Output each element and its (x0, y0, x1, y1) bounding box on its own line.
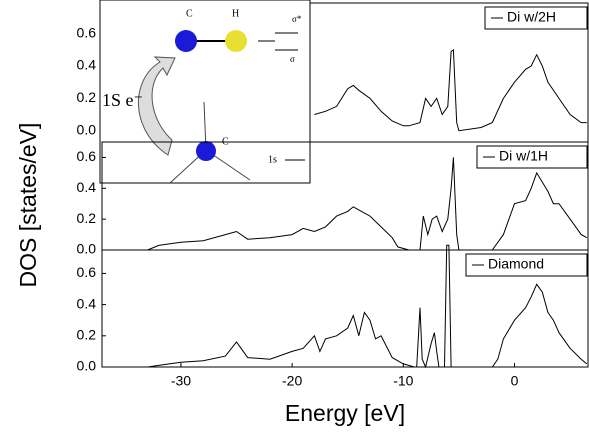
panel: 0.0 0.2 0.4 0.6 -30 -20 -10 0 (77, 244, 589, 389)
plot-frame (101, 249, 589, 368)
carbon-atom (196, 141, 216, 161)
legend-box (484, 6, 588, 30)
y-tick-label: 0.6 (77, 148, 97, 164)
y-tick-label: 0.4 (77, 179, 97, 195)
y-tick-label: 0.2 (77, 89, 97, 105)
data-line (147, 157, 588, 251)
inset-label: C (186, 8, 193, 19)
x-tick-label: -20 (282, 373, 302, 389)
inset-label: σ* (292, 14, 302, 24)
legend: Di w/2H (484, 6, 588, 30)
y-tick-label: 0.4 (77, 295, 97, 311)
inset-label: 1S e⁻ (102, 90, 143, 110)
legend-box (476, 145, 588, 169)
x-axis-label: Energy [eV] (285, 400, 405, 426)
y-tick-label: 0.2 (77, 327, 97, 343)
legend-label: Diamond (488, 256, 544, 272)
arrow (138, 56, 176, 156)
x-tick-label: -30 (171, 373, 191, 389)
x-tick-label: 0 (511, 373, 519, 389)
inset-label: 1s (268, 154, 277, 165)
y-tick-label: 0.6 (77, 264, 97, 280)
y-tick-label: 0.4 (77, 57, 97, 73)
y-tick-label: 0.2 (77, 210, 97, 226)
y-axis-label: DOS [states/eV] (15, 123, 41, 288)
hydrogen-atom (225, 30, 247, 52)
data-line (314, 48, 587, 132)
y-tick-label: 0.0 (77, 241, 97, 257)
legend-label: Di w/2H (507, 9, 556, 25)
legend-label: Di w/1H (499, 148, 548, 164)
inset-label: H (232, 8, 239, 19)
legend-box (465, 253, 588, 277)
x-tick-label: -10 (393, 373, 413, 389)
legend: Diamond (465, 253, 588, 277)
carbon-atom (175, 30, 197, 52)
y-tick-label: 0.0 (77, 121, 97, 137)
y-tick-label: 0.6 (77, 24, 97, 40)
y-tick-label: 0.0 (77, 358, 97, 374)
inset-label: σ (290, 54, 295, 64)
legend: Di w/1H (476, 145, 588, 169)
data-line (147, 244, 588, 368)
